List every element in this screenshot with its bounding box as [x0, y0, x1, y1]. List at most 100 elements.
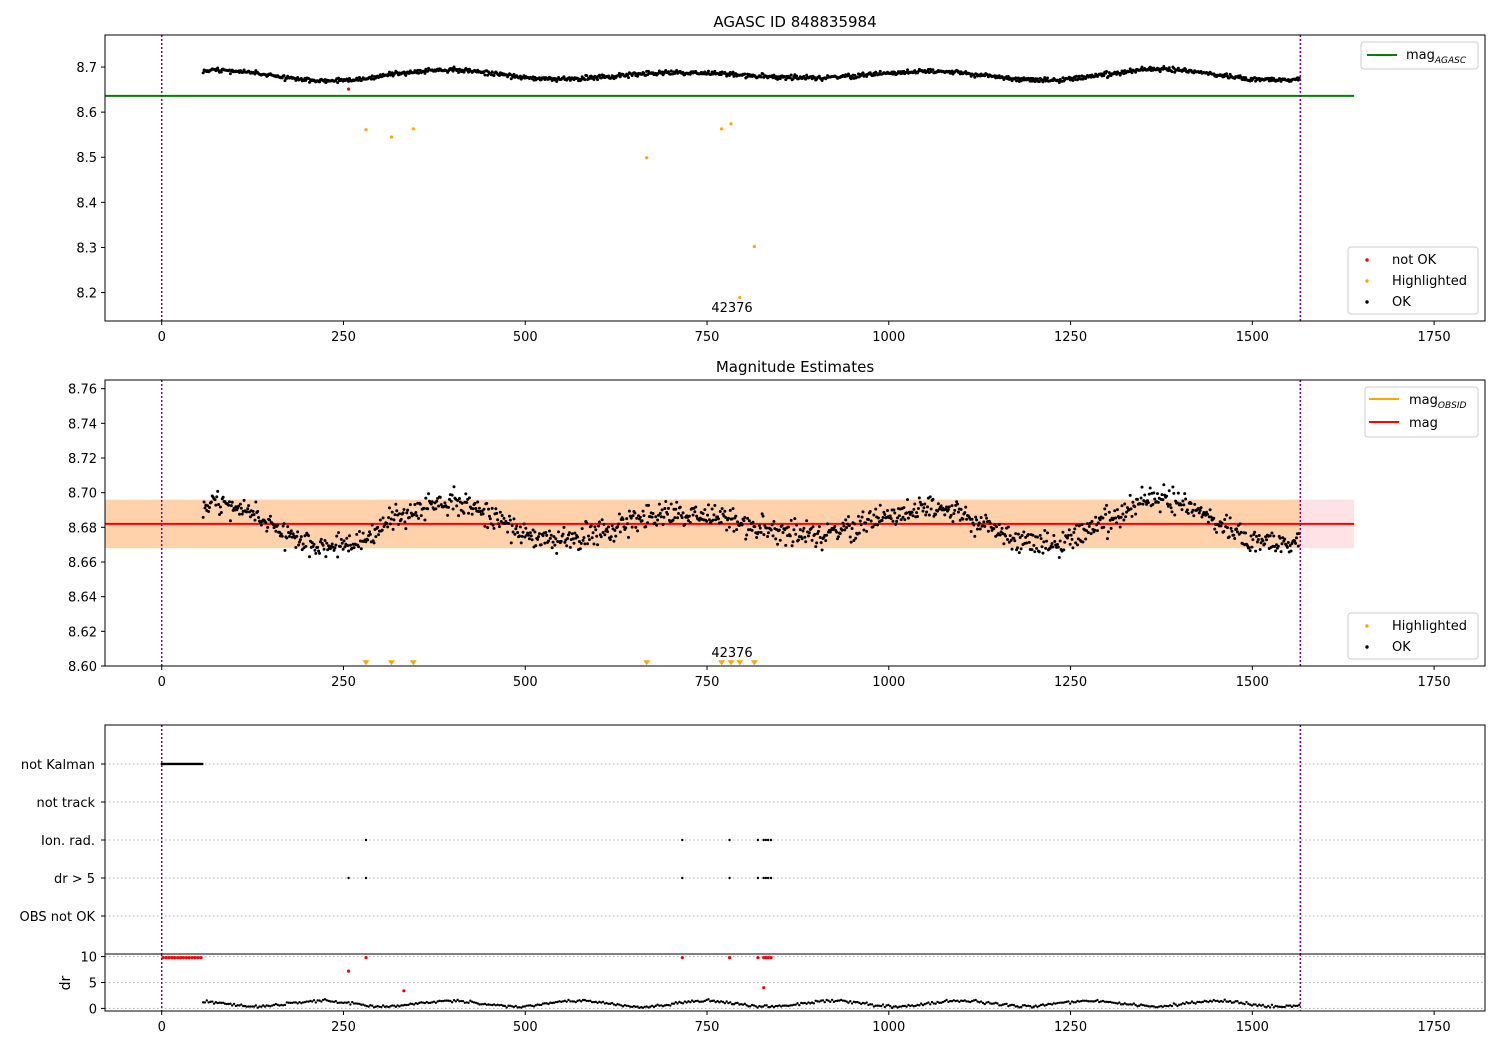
data-point [762, 986, 766, 990]
data-point [826, 522, 830, 526]
data-point [280, 1003, 283, 1007]
data-point [976, 1000, 979, 1003]
data-point [1258, 1003, 1261, 1006]
data-point [710, 507, 714, 511]
data-point [1196, 506, 1200, 510]
data-point [501, 1004, 505, 1007]
data-point [943, 999, 946, 1003]
data-point [711, 518, 715, 522]
data-point [239, 506, 243, 510]
data-point [804, 540, 808, 544]
data-point [494, 507, 498, 511]
x-tick-label: 1500 [1236, 330, 1269, 345]
data-point [587, 534, 591, 538]
data-point [706, 513, 710, 517]
data-point [251, 1005, 254, 1008]
data-point [1169, 506, 1173, 510]
data-point [307, 555, 311, 559]
data-point [1194, 1002, 1197, 1005]
data-point [385, 1005, 388, 1008]
data-point [1101, 999, 1105, 1003]
data-point [616, 525, 620, 529]
data-point [694, 505, 698, 509]
data-point [341, 1001, 345, 1005]
data-point [1045, 539, 1049, 543]
data-point [367, 1005, 370, 1008]
data-point [749, 1005, 752, 1008]
data-point [272, 1003, 276, 1007]
data-point [486, 73, 490, 77]
data-point [470, 512, 474, 516]
legend-points: Highlighted OK [1347, 612, 1479, 660]
data-point [695, 514, 699, 518]
data-point [1125, 506, 1129, 510]
data-point [229, 1002, 232, 1005]
data-point [1069, 1002, 1072, 1005]
data-point [397, 522, 401, 526]
data-point [669, 502, 673, 506]
data-point [789, 1004, 792, 1007]
data-point [1239, 530, 1243, 534]
data-point [181, 956, 186, 960]
data-point [1147, 492, 1151, 496]
data-point [456, 499, 460, 503]
data-point [503, 1004, 507, 1008]
data-point [858, 519, 862, 523]
data-point [283, 1003, 287, 1007]
data-point [727, 1001, 730, 1005]
data-point [1170, 510, 1174, 514]
data-point [864, 521, 868, 525]
data-point [412, 513, 416, 517]
data-point [463, 1001, 467, 1004]
x-tick-label: 1000 [872, 330, 905, 345]
data-point [1025, 1004, 1028, 1008]
data-point [1185, 508, 1189, 512]
data-point [646, 521, 650, 525]
data-point [868, 509, 872, 513]
data-point [807, 1001, 810, 1004]
data-point [215, 495, 219, 499]
data-point [700, 1000, 703, 1003]
data-point [947, 505, 951, 509]
data-point [1200, 515, 1204, 519]
data-point [562, 75, 566, 79]
data-point [529, 1004, 532, 1007]
data-point [386, 525, 390, 529]
data-point [850, 527, 854, 531]
data-point [663, 1004, 667, 1007]
data-point [1256, 1004, 1259, 1008]
data-point [751, 520, 755, 524]
data-point [902, 506, 906, 510]
data-point [788, 76, 792, 80]
data-point [770, 523, 774, 527]
data-point [221, 495, 225, 499]
data-point [570, 1000, 574, 1003]
data-point [906, 498, 910, 502]
data-point [732, 529, 736, 533]
data-point [1054, 1002, 1057, 1005]
data-point [1168, 503, 1172, 507]
data-point [251, 509, 255, 513]
data-point [1265, 538, 1269, 542]
data-point [566, 537, 570, 541]
data-point [209, 500, 213, 504]
data-point [1292, 1004, 1295, 1007]
data-point [1172, 1002, 1176, 1005]
data-point [391, 527, 395, 531]
x-tick-label: 0 [158, 330, 166, 345]
data-point [587, 999, 590, 1003]
data-point [422, 506, 426, 510]
data-point [969, 1000, 972, 1004]
data-point [418, 1001, 421, 1005]
data-point [317, 549, 321, 553]
data-point [723, 509, 727, 513]
data-point [298, 538, 302, 542]
data-point [817, 525, 821, 529]
data-point [437, 504, 441, 508]
flag-point [364, 838, 368, 842]
data-point [740, 523, 744, 527]
data-point [1014, 532, 1018, 536]
data-point [518, 525, 522, 529]
data-point [1176, 491, 1180, 495]
